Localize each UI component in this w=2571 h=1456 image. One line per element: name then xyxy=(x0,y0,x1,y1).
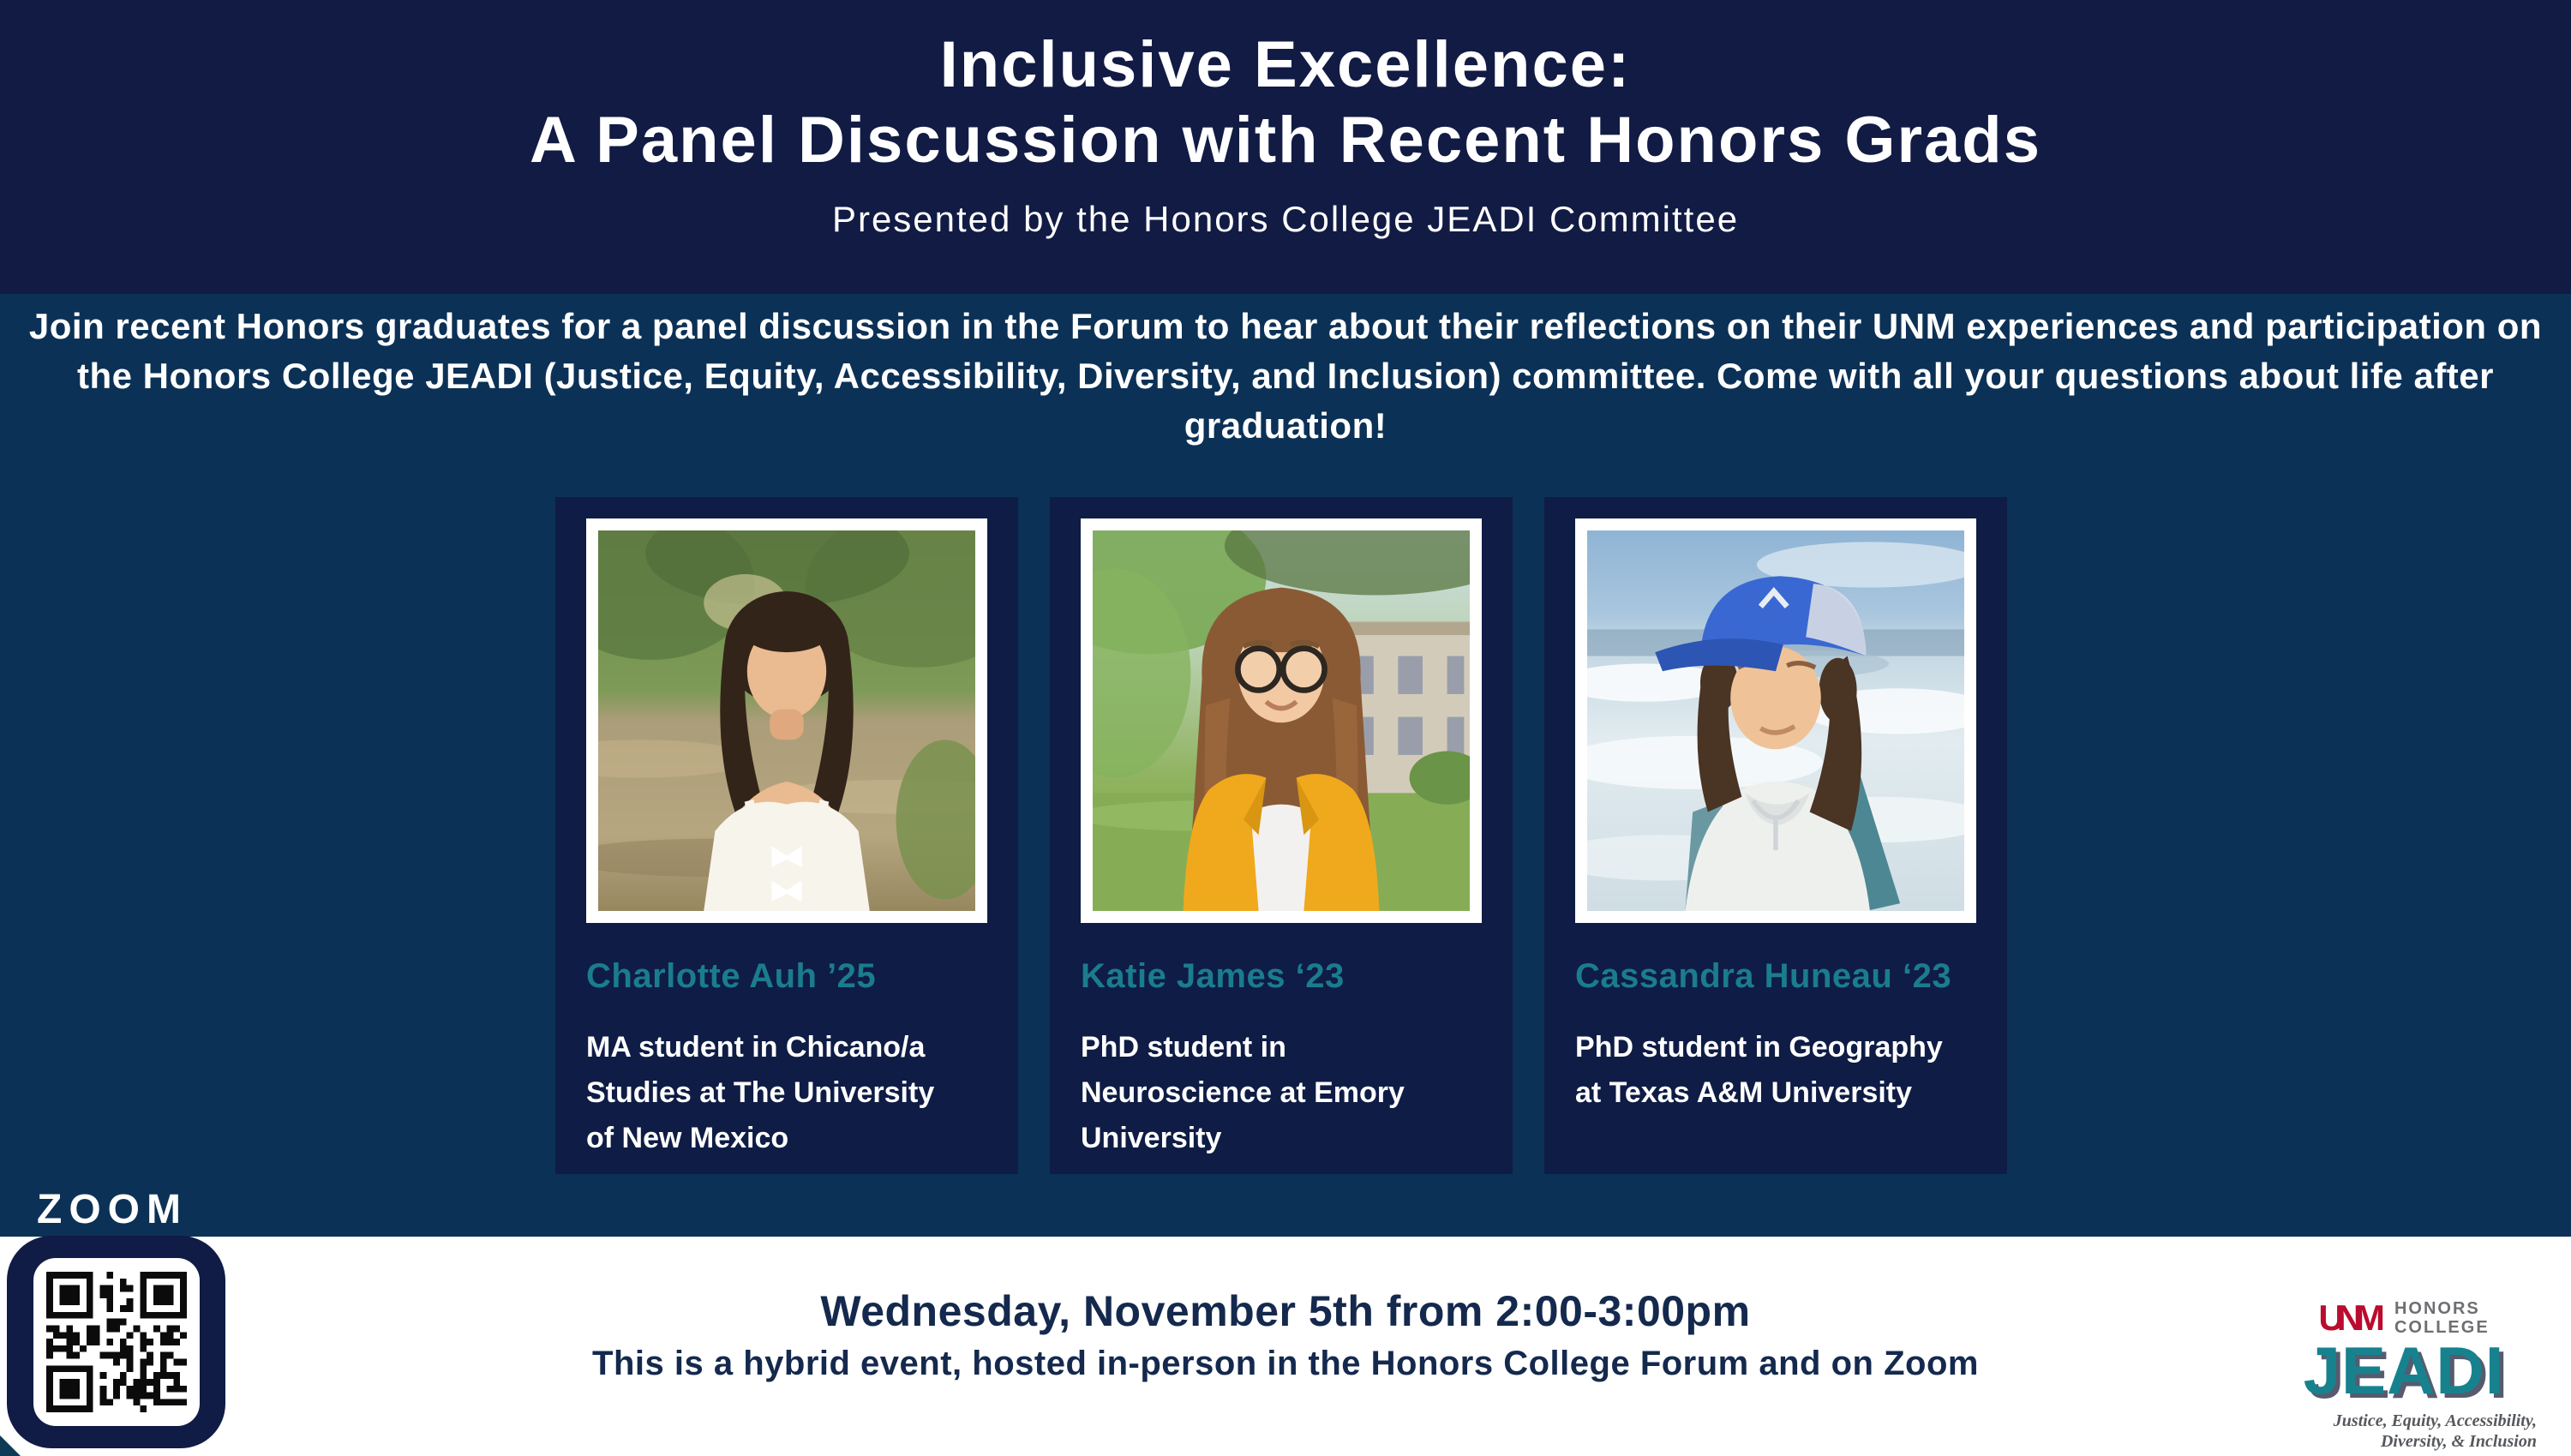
panelist-photo-beach xyxy=(1587,530,1964,911)
corner-artifact xyxy=(0,1435,21,1456)
event-format: This is a hybrid event, hosted in-person… xyxy=(592,1345,1979,1382)
panelist-description: PhD student in Geography at Texas A&M Un… xyxy=(1575,1031,1943,1109)
jeadi-tagline-line2: Diversity, & Inclusion xyxy=(2380,1432,2537,1451)
jeadi-logo: UNM HONORS COLLEGE JEADI Justice, Equity… xyxy=(2271,1299,2537,1452)
panelist-photo-river xyxy=(598,530,975,911)
panelist-card: Cassandra Huneau ‘23 PhD student in Geog… xyxy=(1544,497,2007,1174)
photo-frame xyxy=(586,518,987,923)
panelist-photo-campus xyxy=(1093,530,1470,911)
panelist-cards: Charlotte Auh ’25 MA student in Chicano/… xyxy=(555,497,2007,1174)
jeadi-wordmark: JEADI xyxy=(2303,1333,2505,1408)
panelist-description: MA student in Chicano/a Studies at The U… xyxy=(586,1031,935,1154)
photo-frame xyxy=(1081,518,1482,923)
header: Inclusive Excellence: A Panel Discussion… xyxy=(0,0,2571,294)
page-title-line2: A Panel Discussion with Recent Honors Gr… xyxy=(529,104,2041,177)
qr-code-icon xyxy=(33,1258,200,1426)
intro-paragraph: Join recent Honors graduates for a panel… xyxy=(28,306,2543,446)
honors-college-lockup: UNM HONORS COLLEGE xyxy=(2271,1299,2537,1337)
event-datetime: Wednesday, November 5th from 2:00-3:00pm xyxy=(820,1287,1751,1335)
photo-frame xyxy=(1575,518,1976,923)
honors-college-label: HONORS COLLEGE xyxy=(2394,1299,2490,1337)
panelist-name: Cassandra Huneau ‘23 xyxy=(1575,957,1952,995)
panelist-name: Charlotte Auh ’25 xyxy=(586,957,877,995)
footer-bar: Wednesday, November 5th from 2:00-3:00pm… xyxy=(0,1237,2571,1456)
panelist-description: PhD student in Neuroscience at Emory Uni… xyxy=(1081,1031,1405,1154)
honors-label-line2: COLLEGE xyxy=(2394,1318,2490,1337)
honors-label-line1: HONORS xyxy=(2394,1299,2480,1318)
jeadi-tagline: Justice, Equity, Accessibility, Diversit… xyxy=(2271,1411,2537,1452)
page-title: Inclusive Excellence: xyxy=(939,28,1632,101)
panelist-card: Charlotte Auh ’25 MA student in Chicano/… xyxy=(555,497,1018,1174)
unm-logo: UNM xyxy=(2318,1297,2385,1338)
panelist-card: Katie James ‘23 PhD student in Neuroscie… xyxy=(1050,497,1513,1174)
jeadi-tagline-line1: Justice, Equity, Accessibility, xyxy=(2333,1411,2537,1430)
zoom-qr-code xyxy=(7,1236,225,1448)
zoom-label: ZOOM xyxy=(37,1187,188,1232)
presented-by-subtitle: Presented by the Honors College JEADI Co… xyxy=(831,199,1740,239)
panelist-name: Katie James ‘23 xyxy=(1081,957,1345,995)
